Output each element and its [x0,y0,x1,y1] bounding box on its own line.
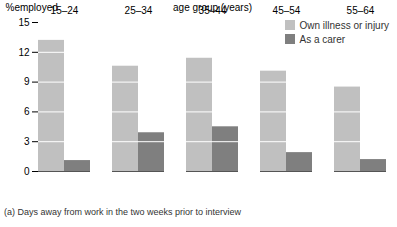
svg-text:25–34: 25–34 [125,5,153,16]
svg-text:15–24: 15–24 [51,5,79,16]
svg-text:45–54: 45–54 [273,5,301,16]
svg-text:55–64: 55–64 [347,5,375,16]
svg-text:0: 0 [24,166,30,177]
svg-text:3: 3 [24,136,30,147]
svg-text:12: 12 [18,47,30,58]
svg-text:9: 9 [24,76,30,87]
svg-text:15: 15 [18,17,30,28]
html-text:(a) Days away from work in the: (a) Days away from work in the two weeks… [4,207,242,217]
svg-text:%employed: %employed [5,1,58,13]
html-text:Own illness or injury: Own illness or injury [299,19,389,31]
svg-text:age group (years): age group (years) [173,2,252,13]
svg-text:6: 6 [24,106,30,117]
html-text:As a carer: As a carer [299,33,346,45]
